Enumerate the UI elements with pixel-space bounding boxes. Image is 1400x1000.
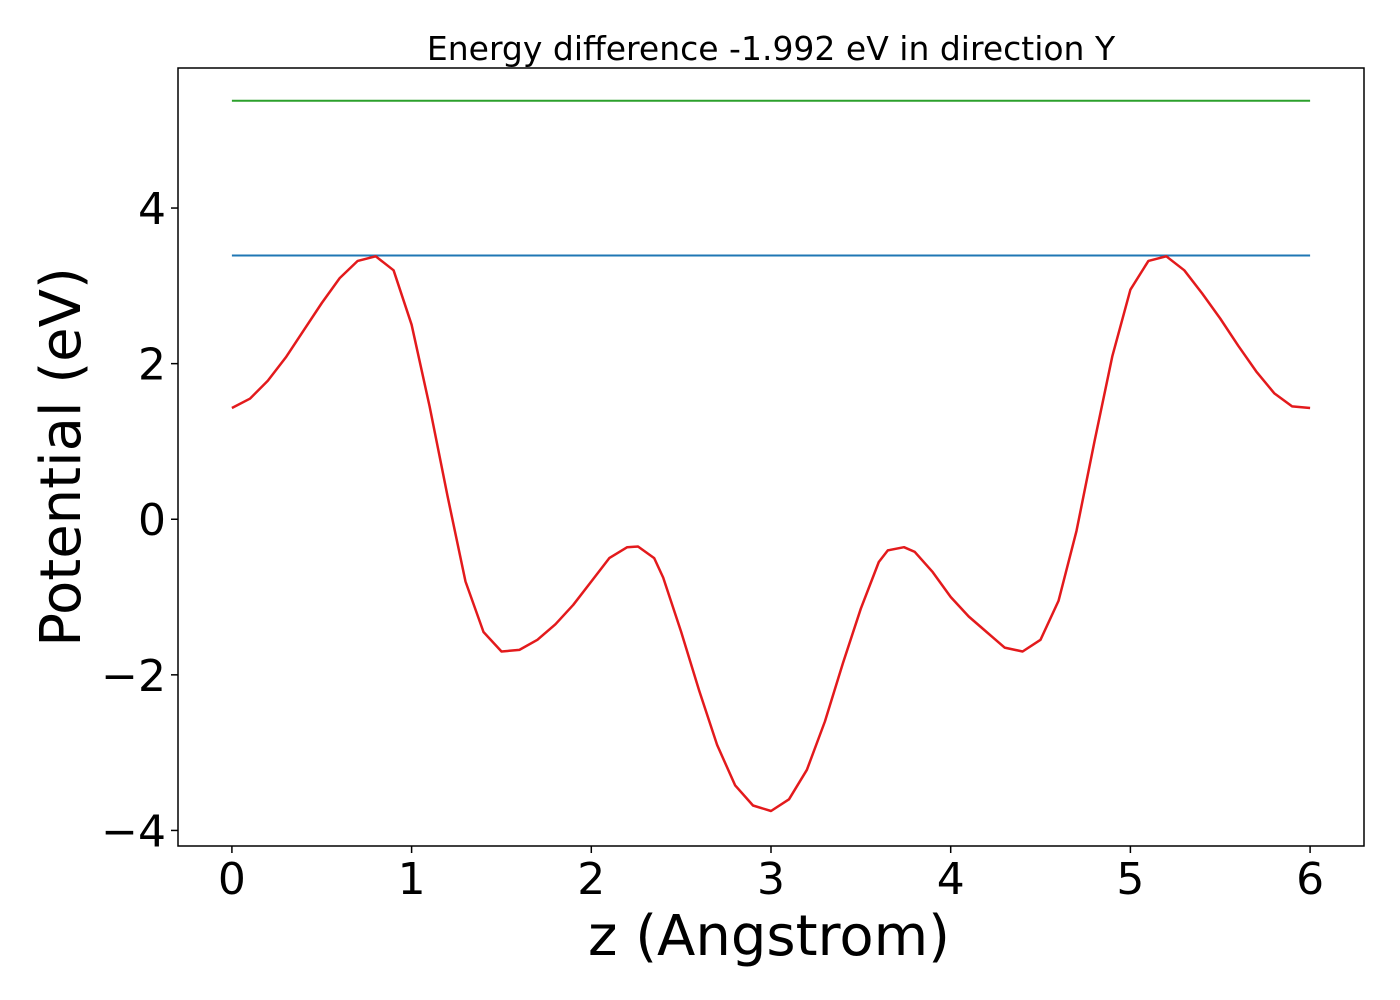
y-tick-label: 4	[138, 184, 166, 235]
x-tick-label: 5	[1116, 854, 1144, 905]
series-line-2	[231, 255, 1311, 813]
y-tick-label: 0	[138, 495, 166, 546]
x-tick-label: 6	[1296, 854, 1324, 905]
x-tick-label: 2	[577, 854, 605, 905]
x-tick-label: 4	[937, 854, 965, 905]
series-layer	[231, 99, 1311, 813]
x-tick-label: 0	[218, 854, 246, 905]
x-tick-label: 3	[757, 854, 785, 905]
y-axis: −4 −2 0 2 4	[101, 184, 178, 857]
chart-title: Energy difference -1.992 eV in direction…	[427, 29, 1116, 68]
y-tick-label: −4	[101, 806, 166, 857]
x-tick-label: 1	[398, 854, 426, 905]
y-axis-label: Potential (eV)	[29, 267, 94, 647]
plot-frame	[177, 67, 1365, 847]
plot-area	[177, 67, 1365, 847]
y-tick-label: 2	[138, 340, 166, 391]
x-axis-label: z (Angstrom)	[588, 904, 950, 969]
y-tick-label: −2	[101, 651, 166, 702]
x-axis: 0 1 2 3 4 5 6	[218, 846, 1324, 905]
